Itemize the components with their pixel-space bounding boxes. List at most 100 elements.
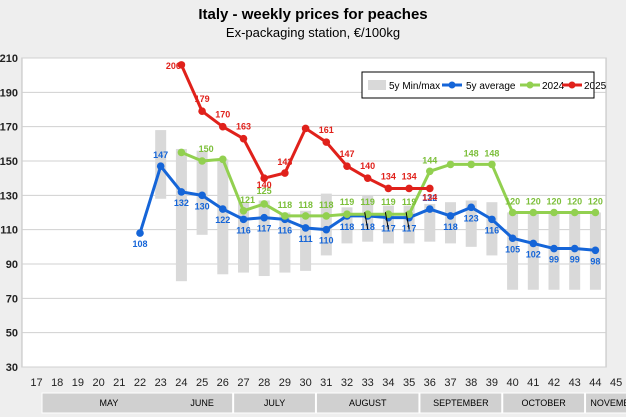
data-label: 118 xyxy=(443,222,458,232)
data-label: 140 xyxy=(360,161,375,171)
x-tick-label: 41 xyxy=(527,377,539,389)
series-point xyxy=(322,212,331,220)
legend xyxy=(361,71,595,99)
x-tick-label: 26 xyxy=(217,377,229,389)
data-label: 125 xyxy=(257,186,272,196)
series-point xyxy=(343,210,351,219)
x-tick-label: 27 xyxy=(237,377,249,389)
data-label: 99 xyxy=(570,255,580,265)
x-tick-label: 30 xyxy=(299,377,311,389)
data-label: 161 xyxy=(319,125,334,135)
data-label: 119 xyxy=(360,197,375,207)
x-tick-label: 32 xyxy=(341,377,353,389)
x-tick-label: 18 xyxy=(51,377,63,389)
data-label: 118 xyxy=(278,200,293,210)
x-tick-label: 36 xyxy=(424,377,436,389)
series-point xyxy=(198,107,206,116)
data-label: 170 xyxy=(215,110,230,120)
minmax-bar xyxy=(279,212,291,273)
data-label: 148 xyxy=(464,148,479,158)
minmax-bar xyxy=(486,202,498,256)
x-tick-label: 19 xyxy=(72,377,84,389)
minmax-bar xyxy=(382,205,394,244)
data-label: 119 xyxy=(402,197,417,207)
x-tick-label: 42 xyxy=(548,377,560,389)
x-tick-label: 33 xyxy=(362,377,374,389)
month-label: JULY xyxy=(264,398,285,408)
data-label: 134 xyxy=(422,192,437,202)
minmax-bar xyxy=(445,202,456,244)
series-point xyxy=(301,224,310,232)
y-tick-label: 170 xyxy=(0,122,18,134)
series-point xyxy=(281,169,289,177)
data-label: 116 xyxy=(278,225,293,235)
series-point xyxy=(363,174,372,182)
minmax-bar xyxy=(300,210,312,271)
month-label: OCTOBER xyxy=(521,398,566,408)
data-label: 116 xyxy=(236,225,251,235)
series-point xyxy=(405,184,413,193)
series-point xyxy=(322,138,331,146)
series-point xyxy=(260,174,269,182)
series-point xyxy=(219,122,227,131)
series-point xyxy=(239,134,248,143)
series-point xyxy=(550,244,558,253)
data-label: 111 xyxy=(299,234,313,244)
series-point xyxy=(301,124,310,133)
month-label: AUGUST xyxy=(349,398,387,408)
x-tick-label: 38 xyxy=(465,377,477,389)
data-label: 122 xyxy=(422,193,437,203)
data-label: 102 xyxy=(526,249,541,259)
series-point xyxy=(322,225,331,234)
data-label: 144 xyxy=(422,155,437,165)
series-point xyxy=(301,212,310,220)
series-point xyxy=(384,184,393,193)
data-label: 179 xyxy=(195,94,210,104)
y-tick-label: 90 xyxy=(6,259,18,271)
data-label: 119 xyxy=(381,197,396,207)
y-tick-label: 70 xyxy=(6,293,18,305)
legend-marker-2025 xyxy=(568,81,576,89)
y-tick-label: 130 xyxy=(0,190,18,202)
data-label: 118 xyxy=(298,200,313,210)
series-point xyxy=(426,167,434,176)
data-label: 206 xyxy=(166,61,181,71)
legend-label-minmax: 5y Min/max xyxy=(389,81,440,92)
data-label: 130 xyxy=(195,201,210,211)
data-label: 140 xyxy=(257,180,272,190)
y-tick-label: 210 xyxy=(0,53,18,65)
minmax-bar xyxy=(465,200,477,247)
data-label: 150 xyxy=(199,144,214,154)
x-tick-label: 23 xyxy=(155,377,167,389)
x-tick-label: 45 xyxy=(610,377,622,389)
data-label: 147 xyxy=(339,149,354,159)
legend-swatch-minmax xyxy=(368,80,386,90)
series-point xyxy=(467,203,476,212)
x-tick-label: 40 xyxy=(506,377,518,389)
x-tick-label: 28 xyxy=(258,377,270,389)
data-label: 148 xyxy=(484,148,499,158)
series-point xyxy=(219,205,227,213)
legend-marker-2024 xyxy=(526,81,534,89)
minmax-bar xyxy=(320,193,332,256)
series-point xyxy=(198,191,206,200)
label-leader xyxy=(405,212,410,230)
chart-subtitle: Ex-packaging station, €/100kg xyxy=(225,25,401,40)
x-tick-label: 25 xyxy=(196,377,208,389)
minmax-bar xyxy=(258,200,270,277)
data-label: 147 xyxy=(153,150,168,160)
x-tick-label: 21 xyxy=(113,377,125,389)
data-label: 120 xyxy=(588,197,603,207)
series-point xyxy=(591,208,600,217)
month-label: SEPTEMBER xyxy=(433,398,489,408)
series-point xyxy=(177,188,186,196)
minmax-bar xyxy=(403,205,415,244)
x-tick-label: 29 xyxy=(279,377,291,389)
data-label: 105 xyxy=(505,244,520,254)
y-tick-label: 190 xyxy=(0,87,18,99)
minmax-bar xyxy=(238,202,249,273)
data-label: 143 xyxy=(277,157,292,167)
series-point xyxy=(239,215,248,224)
series-point xyxy=(198,157,206,165)
